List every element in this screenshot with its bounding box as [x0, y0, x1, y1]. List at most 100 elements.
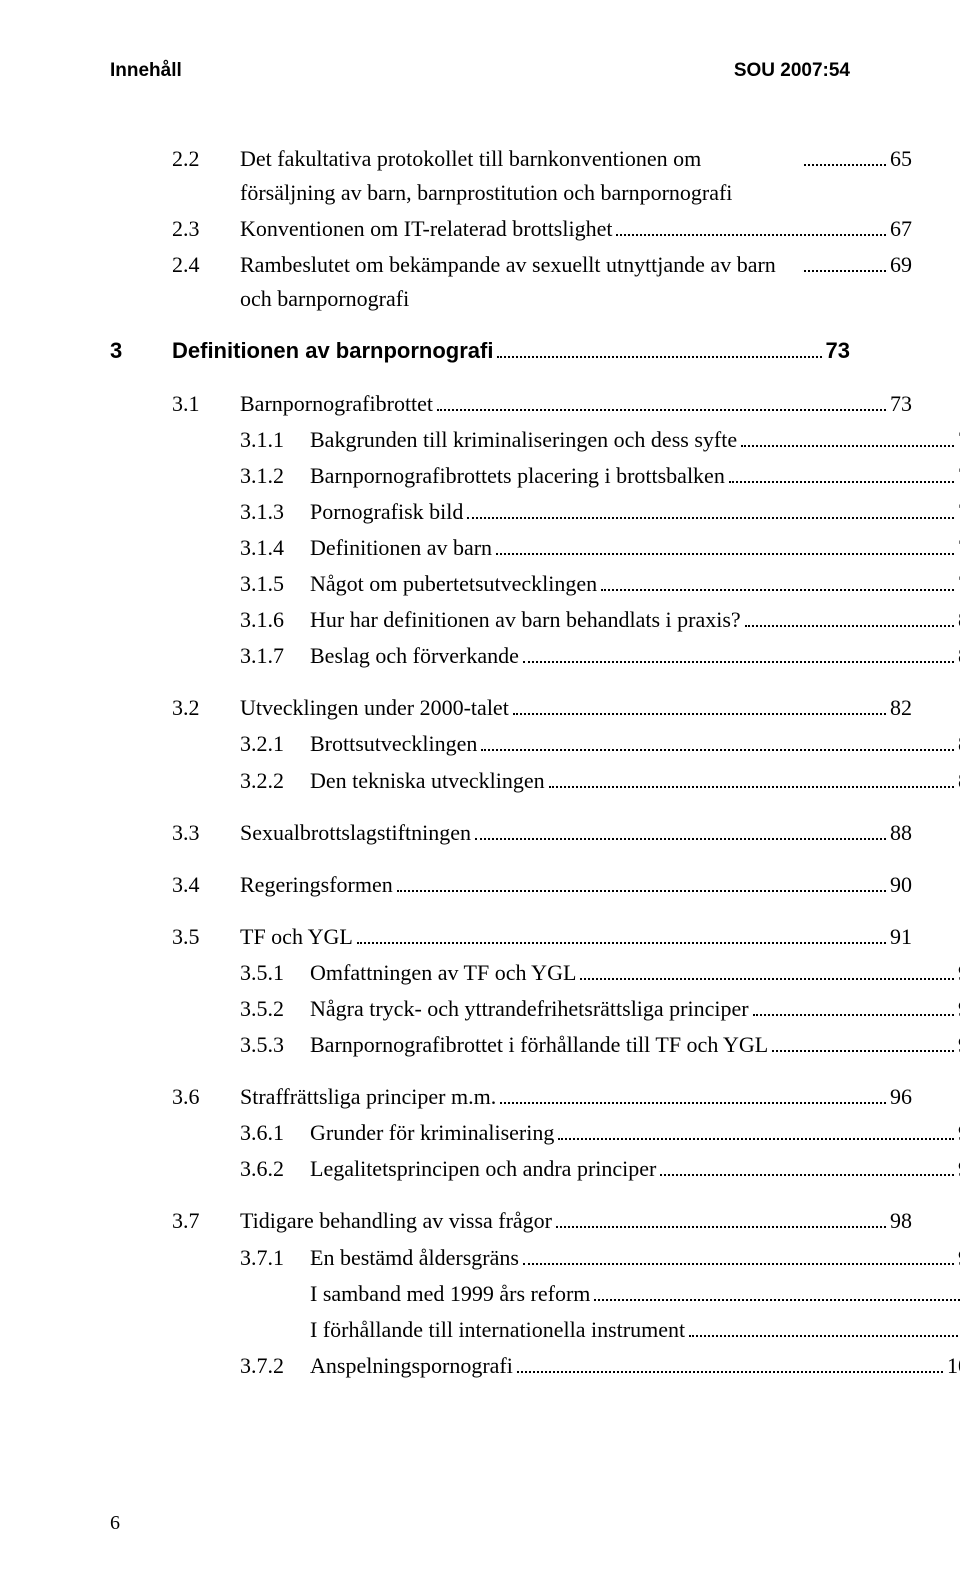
- toc-number: 3.6.1: [240, 1116, 310, 1150]
- dot-leader: [475, 818, 886, 840]
- toc-number: 3.4: [172, 868, 240, 902]
- toc-chapter-number: 3: [110, 334, 172, 368]
- toc-number: 3.5.2: [240, 992, 310, 1026]
- toc-row: 3.3Sexualbrottslagstiftningen 88: [110, 816, 912, 850]
- toc-row: 3.1.4Definitionen av barn77: [110, 531, 960, 565]
- toc-number: 3.2.1: [240, 727, 310, 761]
- toc-label: Omfattningen av TF och YGL: [310, 956, 576, 990]
- toc-number: 3.2.2: [240, 764, 310, 798]
- dot-leader: [467, 497, 954, 519]
- toc-block: 3.5TF och YGL913.5.1Omfattningen av TF o…: [110, 920, 850, 1062]
- dot-leader: [523, 1243, 954, 1265]
- toc-number: 3.6: [172, 1080, 240, 1114]
- toc-label: Utvecklingen under 2000-talet: [240, 691, 509, 725]
- toc-row: 3.5.2Några tryck- och yttrandefrihetsrät…: [110, 992, 960, 1026]
- toc-number: 2.3: [172, 212, 240, 246]
- toc-label: Pornografisk bild: [310, 495, 463, 529]
- toc-row: 3.6Straffrättsliga principer m.m.96: [110, 1080, 912, 1114]
- toc-block: 2.2Det fakultativa protokollet till barn…: [110, 142, 850, 316]
- dot-leader: [772, 1030, 954, 1052]
- toc-row: 2.2Det fakultativa protokollet till barn…: [110, 142, 912, 210]
- toc-row: I samband med 1999 års reform98: [110, 1277, 960, 1311]
- toc-page: 98: [890, 1204, 912, 1238]
- header-right: SOU 2007:54: [734, 60, 850, 82]
- toc-page: 82: [890, 691, 912, 725]
- toc-label: Barnpornografibrottet: [240, 387, 433, 421]
- dot-leader: [580, 958, 954, 980]
- dot-leader: [500, 1082, 886, 1104]
- dot-leader: [616, 214, 886, 236]
- toc-label: TF och YGL: [240, 920, 353, 954]
- toc-number: 3.3: [172, 816, 240, 850]
- toc-label: Den tekniska utvecklingen: [310, 764, 545, 798]
- toc-row: 3.1.1Bakgrunden till kriminaliseringen o…: [110, 423, 960, 457]
- toc-chapter-row: 3Definitionen av barnpornografi73: [110, 334, 850, 368]
- toc-row: 3.2Utvecklingen under 2000-talet82: [110, 691, 912, 725]
- toc-label: Definitionen av barn: [310, 531, 492, 565]
- toc-label: Sexualbrottslagstiftningen: [240, 816, 471, 850]
- toc-row: 3.1.2Barnpornografibrottets placering i …: [110, 459, 960, 493]
- toc-number: 3.7: [172, 1204, 240, 1238]
- toc-label: Regeringsformen: [240, 868, 393, 902]
- toc-label: Grunder för kriminalisering: [310, 1116, 554, 1150]
- toc-number: 3.1.3: [240, 495, 310, 529]
- toc-page: 67: [890, 212, 912, 246]
- dot-leader: [601, 569, 954, 591]
- toc-row: 3.5.1Omfattningen av TF och YGL91: [110, 956, 960, 990]
- toc-block: 3.6Straffrättsliga principer m.m.963.6.1…: [110, 1080, 850, 1186]
- toc-page: 96: [890, 1080, 912, 1114]
- dot-leader: [729, 461, 954, 483]
- toc-label: Bakgrunden till kriminaliseringen och de…: [310, 423, 737, 457]
- dot-leader: [517, 1351, 943, 1373]
- page-number: 6: [110, 1512, 120, 1535]
- toc-page: 91: [890, 920, 912, 954]
- toc-number: 3.6.2: [240, 1152, 310, 1186]
- toc-label: Legalitetsprincipen och andra principer: [310, 1152, 656, 1186]
- toc-label: Några tryck- och yttrandefrihetsrättslig…: [310, 992, 749, 1026]
- toc-number: 3.1.7: [240, 639, 310, 673]
- toc-number: 3.1: [172, 387, 240, 421]
- dot-leader: [357, 922, 886, 944]
- toc-row: 3.6.2Legalitetsprincipen och andra princ…: [110, 1152, 960, 1186]
- toc-label: Barnpornografibrottets placering i brott…: [310, 459, 725, 493]
- toc-page: 90: [890, 868, 912, 902]
- toc-block: 3.3Sexualbrottslagstiftningen88: [110, 816, 850, 850]
- dot-leader: [556, 1207, 886, 1229]
- toc-row: 3.7.1En bestämd åldersgräns98: [110, 1241, 960, 1275]
- dot-leader: [523, 641, 954, 663]
- toc-label: Barnpornografibrottet i förhållande till…: [310, 1028, 768, 1062]
- toc-number: 3.7.1: [240, 1241, 310, 1275]
- toc-label: Tidigare behandling av vissa frågor: [240, 1204, 552, 1238]
- toc-label: En bestämd åldersgräns: [310, 1241, 519, 1275]
- toc-page: 69: [890, 248, 912, 282]
- toc-row: 3.1.6Hur har definitionen av barn behand…: [110, 603, 960, 637]
- page: Innehåll SOU 2007:54 2.2Det fakultativa …: [0, 0, 960, 1595]
- header-left: Innehåll: [110, 60, 182, 82]
- toc-number: 3.1.5: [240, 567, 310, 601]
- toc-label: Beslag och förverkande: [310, 639, 519, 673]
- dot-leader: [513, 694, 886, 716]
- dot-leader: [804, 250, 886, 272]
- dot-leader: [496, 533, 954, 555]
- dot-leader: [753, 994, 954, 1016]
- toc-page: 88: [890, 816, 912, 850]
- dot-leader: [497, 337, 821, 359]
- toc-number: 2.2: [172, 142, 240, 176]
- toc-page: 65: [890, 142, 912, 176]
- dot-leader: [804, 144, 886, 166]
- toc-row: 3.1Barnpornografibrottet73: [110, 387, 912, 421]
- toc-number: 3.1.1: [240, 423, 310, 457]
- toc-row: 3.5TF och YGL91: [110, 920, 912, 954]
- toc-label: Anspelningspornografi: [310, 1349, 513, 1383]
- toc-chapter-page: 73: [826, 334, 850, 368]
- toc-block: 3.2Utvecklingen under 2000-talet823.2.1B…: [110, 691, 850, 797]
- dot-leader: [660, 1155, 954, 1177]
- toc-row: 3.5.3Barnpornografibrottet i förhållande…: [110, 1028, 960, 1062]
- toc-number: 3.7.2: [240, 1349, 310, 1383]
- toc-number: 3.1.4: [240, 531, 310, 565]
- toc-row: 3.7.2Anspelningspornografi 102: [110, 1349, 960, 1383]
- toc-label: Det fakultativa protokollet till barnkon…: [240, 142, 800, 210]
- toc-label: Brottsutvecklingen: [310, 727, 477, 761]
- toc-page: 102: [947, 1349, 960, 1383]
- toc-row: I förhållande till internationella instr…: [110, 1313, 960, 1347]
